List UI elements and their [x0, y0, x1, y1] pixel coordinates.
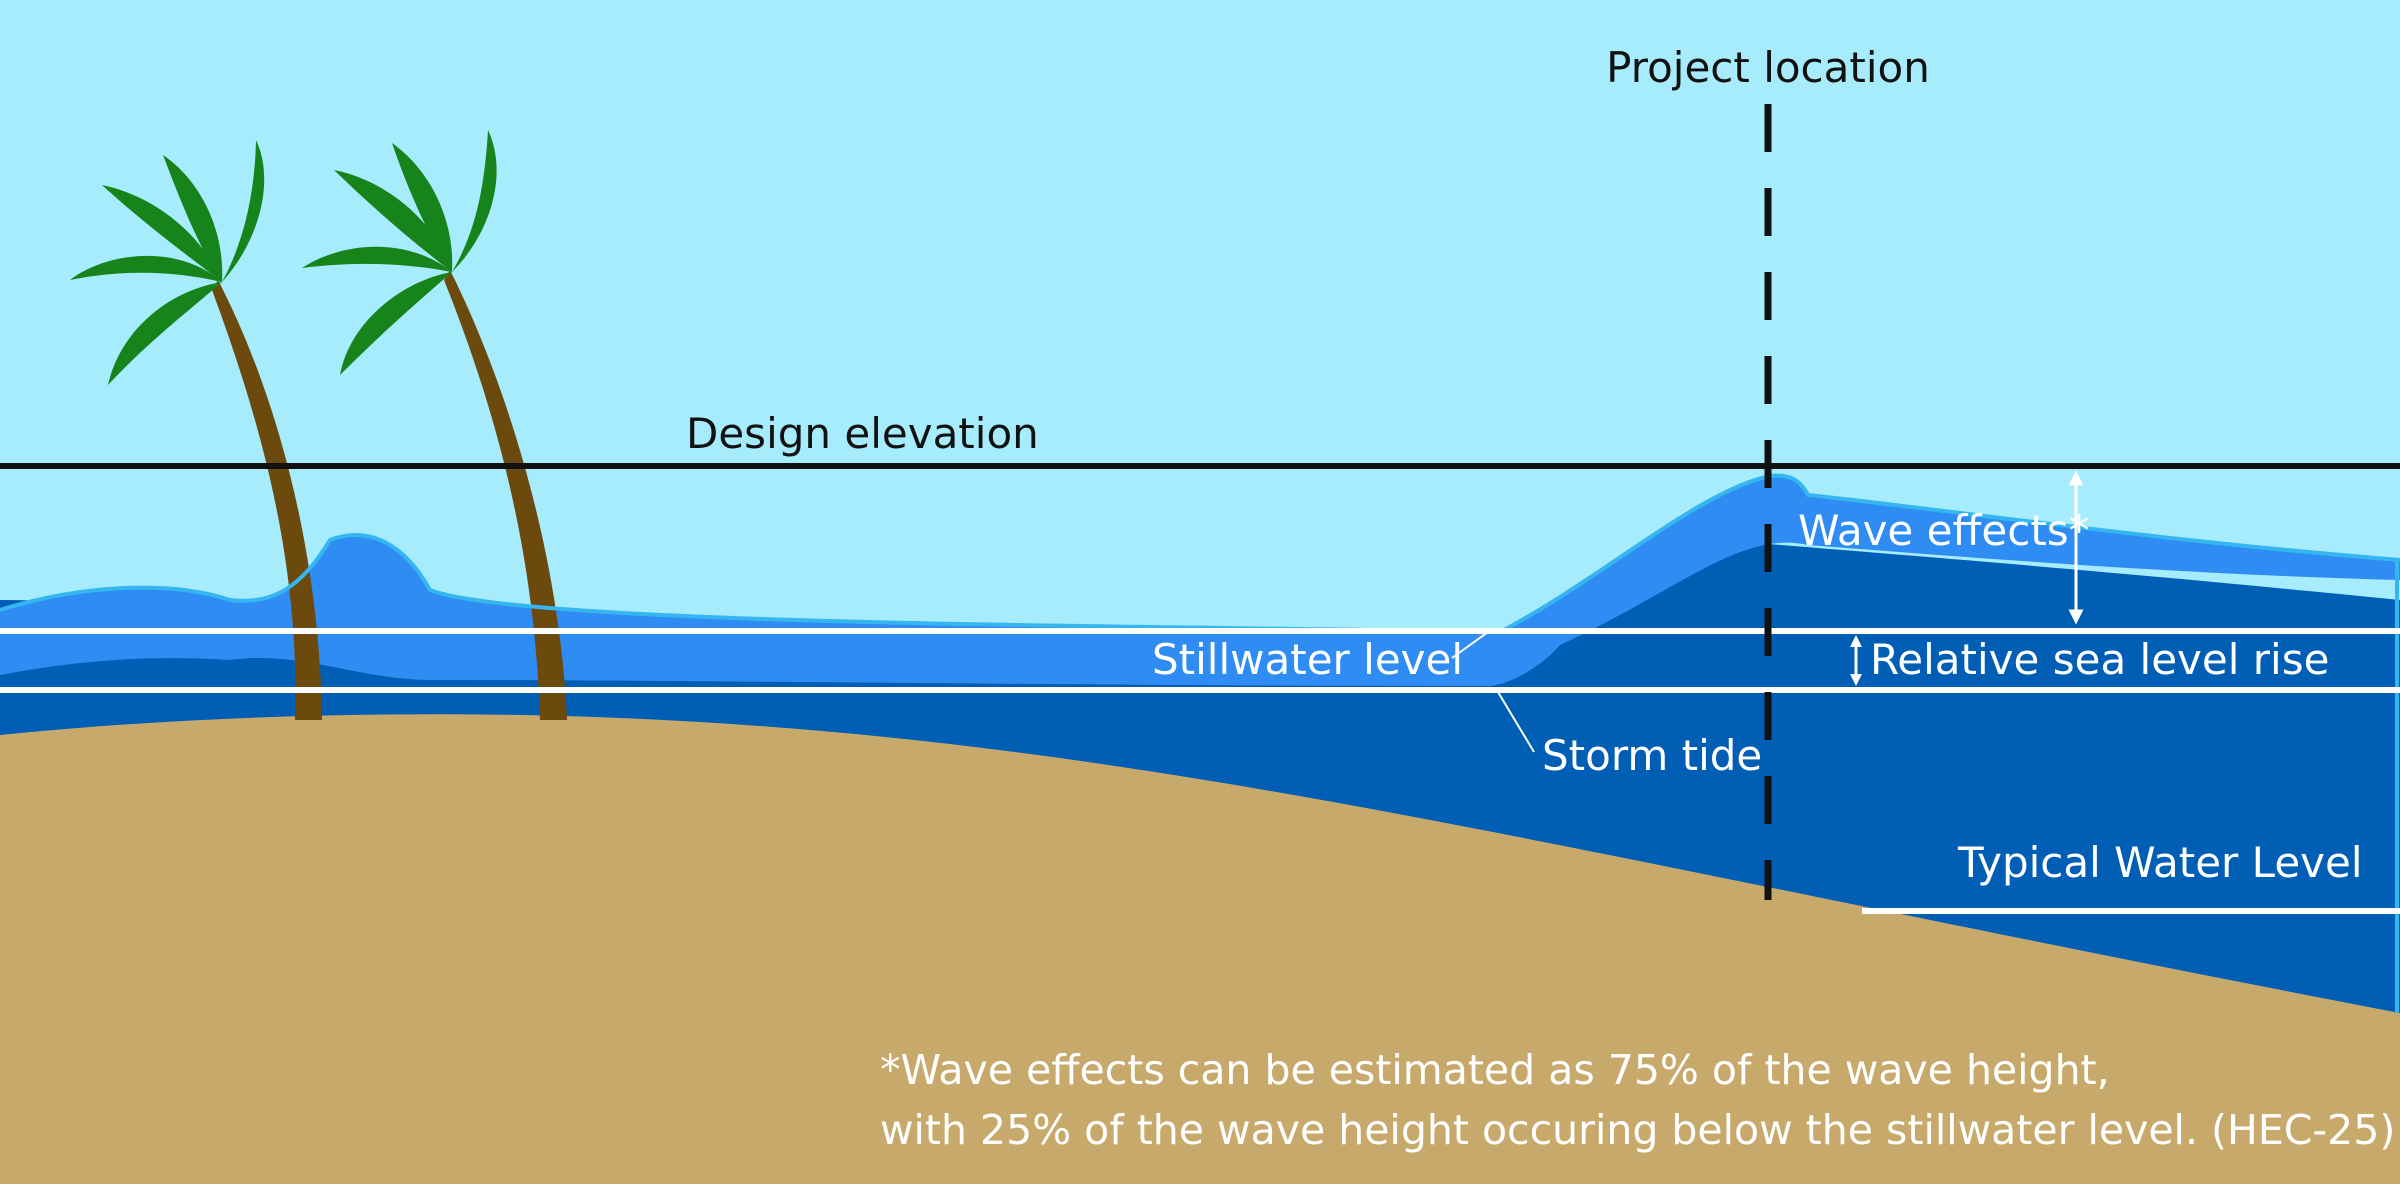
palm-tree-left [70, 140, 322, 720]
project-location-label: Project location [1606, 43, 1930, 92]
relative-sea-level-rise-label: Relative sea level rise [1870, 635, 2329, 684]
wave-effects-label: Wave effects* [1798, 506, 2090, 555]
stillwater-level-label: Stillwater level [1152, 635, 1463, 684]
storm-tide-label: Storm tide [1542, 731, 1762, 780]
footnote-line-1: *Wave effects can be estimated as 75% of… [880, 1046, 2110, 1094]
sand [0, 714, 2400, 1184]
design-elevation-label: Design elevation [686, 409, 1039, 458]
footnote-line-2: with 25% of the wave height occuring bel… [880, 1106, 2395, 1154]
storm-tide-leader [1497, 691, 1535, 753]
wave-crest-outline [0, 473, 2400, 635]
stillwater-leader [1451, 631, 1489, 659]
typical-water-level-label: Typical Water Level [1957, 838, 2363, 887]
